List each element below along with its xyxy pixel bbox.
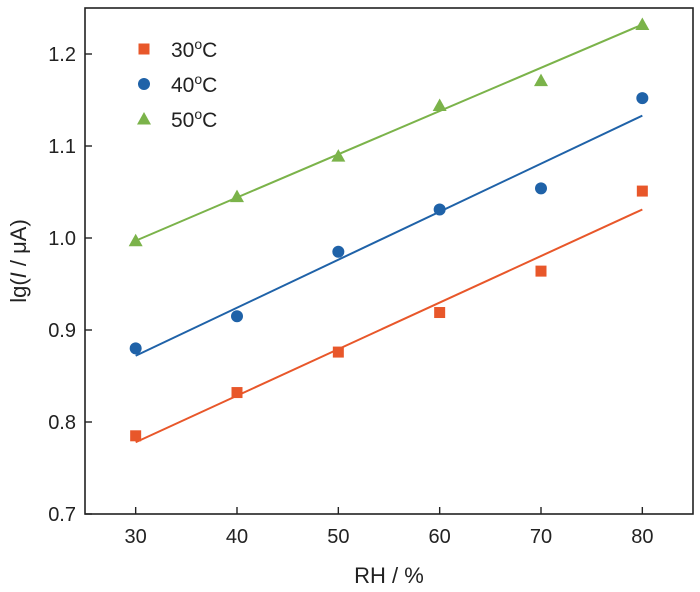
legend-marker-40 <box>138 78 150 90</box>
fit-lines <box>135 23 643 444</box>
data-point-30 <box>636 185 648 197</box>
y-axis-label-suffix: / μA) <box>6 219 31 272</box>
x-tick-label: 80 <box>631 526 653 548</box>
data-point-50 <box>432 98 447 112</box>
legend-label-degree: o <box>194 36 202 52</box>
data-point-50 <box>635 17 650 31</box>
legend-label-degree: o <box>194 71 202 87</box>
data-point-40 <box>332 245 345 258</box>
x-axis-label: RH / % <box>354 563 424 588</box>
data-point-50 <box>128 233 143 247</box>
y-axis-label-italic-i: I <box>6 272 31 278</box>
legend-marker-30 <box>138 43 150 55</box>
legend-label-degree: o <box>194 106 202 122</box>
data-point-50 <box>230 189 244 203</box>
data-point-40 <box>433 203 446 216</box>
data-point-40 <box>231 310 243 323</box>
data-point-40 <box>535 182 547 195</box>
y-tick-label: 1.1 <box>48 136 76 158</box>
x-tick-label: 50 <box>327 526 349 548</box>
fit-line-40 <box>135 114 643 357</box>
x-tick-label: 30 <box>125 526 147 548</box>
legend-marker-50 <box>137 112 151 125</box>
y-axis-label: lg(I / μA) <box>6 219 31 303</box>
y-tick-label: 1.2 <box>48 44 76 66</box>
data-point-40 <box>636 92 649 105</box>
data-point-30 <box>332 346 344 358</box>
y-tick-label: 1.0 <box>48 228 76 250</box>
x-axis: 30 40 50 60 70 80 <box>125 507 653 548</box>
x-tick-label: 70 <box>530 526 552 548</box>
x-tick-label: 40 <box>226 526 248 548</box>
fit-line-50 <box>135 23 643 242</box>
legend-label-30: 30oC <box>171 36 217 62</box>
data-point-30 <box>130 430 142 442</box>
data-point-30 <box>231 387 243 399</box>
data-point-50 <box>534 73 548 87</box>
data-point-50 <box>331 149 346 162</box>
legend-label-unit: C <box>202 109 217 132</box>
y-axis-label-prefix: lg( <box>6 278 31 303</box>
y-tick-label: 0.8 <box>48 412 76 434</box>
legend-label-number: 50 <box>171 109 194 132</box>
data-point-30 <box>434 307 446 319</box>
data-point-40 <box>129 342 142 355</box>
plot-frame <box>84 7 694 515</box>
y-axis: 0.7 0.8 0.9 1.0 1.1 1.2 <box>48 44 92 526</box>
legend-label-unit: C <box>202 74 217 97</box>
legend-label-unit: C <box>202 39 217 62</box>
data-point-30 <box>535 265 547 277</box>
legend-label-40: 40oC <box>171 71 217 97</box>
fit-line-30 <box>135 208 643 444</box>
y-tick-label: 0.7 <box>48 504 76 526</box>
legend-label-number: 30 <box>171 39 194 62</box>
y-tick-label: 0.9 <box>48 320 76 342</box>
data-points <box>128 17 650 442</box>
x-tick-label: 60 <box>429 526 451 548</box>
legend-label-50: 50oC <box>171 106 217 132</box>
legend-label-number: 40 <box>171 74 194 97</box>
plot-area <box>84 7 694 515</box>
